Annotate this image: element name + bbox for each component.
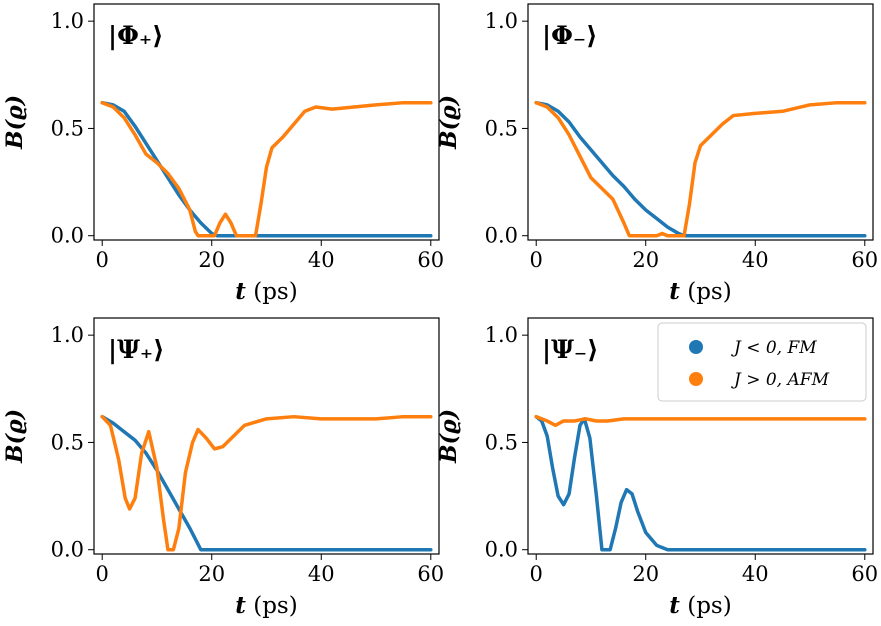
legend-box bbox=[657, 322, 867, 402]
y-tick-label: 0.0 bbox=[51, 224, 84, 248]
x-tick-label: 40 bbox=[742, 562, 769, 586]
panel-3: 0 20 40 60 0.0 0.5 1.0 t (ps) B(ϱ) |Ψ₊⟩ bbox=[2, 317, 444, 619]
y-axis-label: B(ϱ) bbox=[2, 409, 28, 464]
y-axis-label: B(ϱ) bbox=[436, 409, 462, 464]
x-tick-label: 60 bbox=[851, 248, 878, 272]
panel-title: |Φ₊⟩ bbox=[108, 21, 164, 50]
y-tick-label: 1.0 bbox=[51, 323, 84, 347]
x-tick-label: 0 bbox=[96, 562, 109, 586]
series-line-afm bbox=[534, 414, 867, 428]
series-line-fm bbox=[100, 414, 433, 552]
legend-label: J > 0, AFM bbox=[731, 370, 830, 390]
x-tick-label: 20 bbox=[632, 248, 659, 272]
panel-2: 0 20 40 60 0.0 0.5 1.0 t (ps) B(ϱ) |Φ₋⟩ bbox=[436, 3, 878, 305]
y-tick-label: 0.5 bbox=[51, 116, 84, 140]
panel-title: |Φ₋⟩ bbox=[542, 21, 598, 50]
y-tick-label: 0.0 bbox=[485, 224, 518, 248]
x-tick-label: 60 bbox=[417, 248, 444, 272]
axes-frame bbox=[527, 317, 874, 555]
legend: J < 0, FM J > 0, AFM bbox=[657, 322, 867, 402]
panel-title: |Ψ₊⟩ bbox=[108, 335, 165, 364]
x-tick-label: 40 bbox=[308, 248, 335, 272]
axes-frame bbox=[93, 317, 440, 555]
x-axis-label: t (ps) bbox=[235, 592, 297, 619]
x-tick-label: 0 bbox=[96, 248, 109, 272]
y-axis-label: B(ϱ) bbox=[2, 95, 28, 150]
series-line-fm bbox=[534, 414, 867, 552]
legend-marker bbox=[689, 372, 703, 386]
x-tick-label: 20 bbox=[632, 562, 659, 586]
series-line-fm bbox=[534, 100, 867, 238]
x-tick-label: 20 bbox=[198, 248, 225, 272]
x-axis-label: t (ps) bbox=[669, 278, 731, 305]
series-line-afm bbox=[534, 100, 867, 238]
panel-title: |Ψ₋⟩ bbox=[542, 335, 599, 364]
y-tick-label: 1.0 bbox=[51, 9, 84, 33]
y-tick-label: 0.5 bbox=[485, 430, 518, 454]
panel-1: 0 20 40 60 0.0 0.5 1.0 t (ps) B(ϱ) |Φ₊⟩ bbox=[2, 3, 444, 305]
axes-frame bbox=[93, 3, 440, 241]
y-tick-label: 1.0 bbox=[485, 9, 518, 33]
y-axis-label: B(ϱ) bbox=[436, 95, 462, 150]
legend-marker bbox=[689, 340, 703, 354]
axes-frame bbox=[527, 3, 874, 241]
x-tick-label: 60 bbox=[851, 562, 878, 586]
x-tick-label: 40 bbox=[308, 562, 335, 586]
series-line-afm bbox=[100, 100, 433, 238]
x-tick-label: 20 bbox=[198, 562, 225, 586]
y-tick-label: 0.0 bbox=[485, 538, 518, 562]
x-tick-label: 0 bbox=[530, 562, 543, 586]
x-tick-label: 60 bbox=[417, 562, 444, 586]
series-line-afm bbox=[100, 414, 433, 552]
panel-4: 0 20 40 60 0.0 0.5 1.0 t (ps) B(ϱ) |Ψ₋⟩ bbox=[436, 317, 878, 619]
x-axis-label: t (ps) bbox=[235, 278, 297, 305]
x-tick-label: 0 bbox=[530, 248, 543, 272]
x-tick-label: 40 bbox=[742, 248, 769, 272]
y-tick-label: 1.0 bbox=[485, 323, 518, 347]
y-tick-label: 0.0 bbox=[51, 538, 84, 562]
y-tick-label: 0.5 bbox=[485, 116, 518, 140]
x-axis-label: t (ps) bbox=[669, 592, 731, 619]
y-tick-label: 0.5 bbox=[51, 430, 84, 454]
legend-label: J < 0, FM bbox=[731, 338, 817, 358]
